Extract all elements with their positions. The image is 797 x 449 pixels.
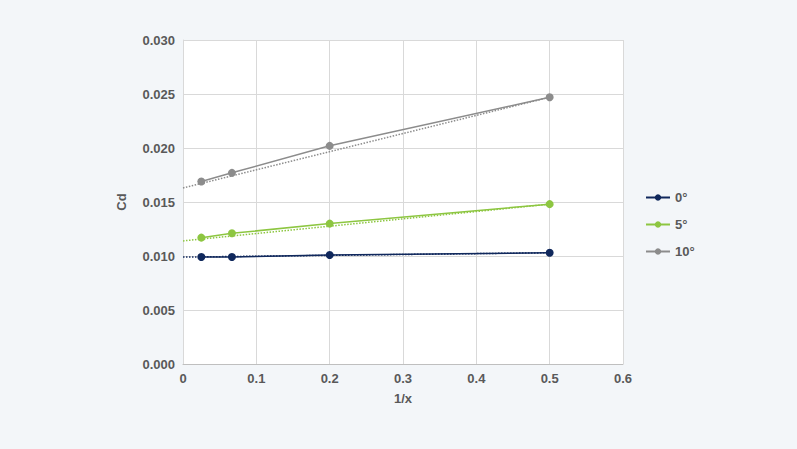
svg-text:0.5: 0.5 [541,371,559,386]
svg-text:0.025: 0.025 [142,87,175,102]
svg-text:5°: 5° [675,217,687,232]
svg-text:0: 0 [179,371,186,386]
svg-text:10°: 10° [675,244,695,259]
svg-text:Cd: Cd [114,193,129,210]
svg-text:0.015: 0.015 [142,195,175,210]
svg-text:0.010: 0.010 [142,249,175,264]
svg-text:0.3: 0.3 [394,371,412,386]
svg-text:0.4: 0.4 [467,371,486,386]
svg-text:0°: 0° [675,190,687,205]
svg-text:0.1: 0.1 [247,371,265,386]
svg-text:0.005: 0.005 [142,303,175,318]
svg-text:0.6: 0.6 [614,371,632,386]
svg-text:0.020: 0.020 [142,141,175,156]
svg-text:0.030: 0.030 [142,33,175,48]
svg-text:1/x: 1/x [394,391,413,406]
svg-text:0.000: 0.000 [142,357,175,372]
svg-text:0.2: 0.2 [321,371,339,386]
